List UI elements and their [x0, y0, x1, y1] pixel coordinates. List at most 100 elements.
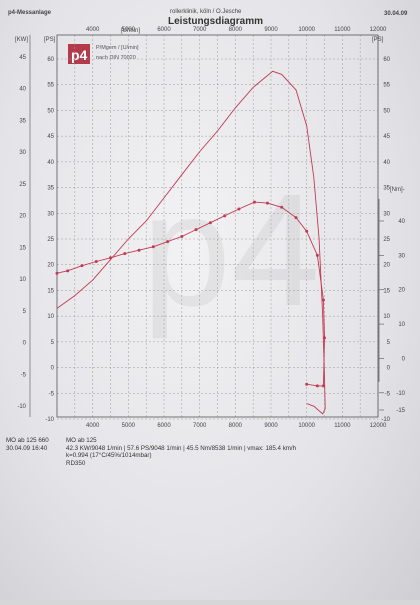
- torque-point: [305, 229, 309, 233]
- rpm-tick-label-top: 10000: [298, 27, 315, 33]
- ps-tick-label-right: 0: [387, 366, 391, 372]
- kw-axis-unit: [KW]: [15, 37, 28, 43]
- ps-tick-label-right: -10: [381, 417, 390, 423]
- torque-point: [321, 298, 325, 302]
- ps-tick-label-left: 60: [47, 57, 54, 63]
- torque-point: [223, 214, 227, 218]
- nm-tick-label: 10: [398, 322, 405, 328]
- ps-tick-label-left: -5: [49, 391, 55, 397]
- torque-point: [55, 271, 59, 275]
- ps-tick-label-left: 10: [47, 314, 54, 320]
- kw-tick-label: 10: [19, 277, 26, 283]
- rpm-tick-label-top: 8000: [229, 27, 243, 33]
- ps-tick-label-right: 30: [383, 211, 390, 217]
- torque-point: [315, 253, 319, 257]
- series-line-p: [56, 70, 326, 415]
- ps-tick-label-right: 20: [383, 263, 390, 269]
- ps-tick-label-left: 35: [47, 186, 54, 192]
- header-date: 30.04.09: [384, 11, 408, 17]
- nm-tick-label: -10: [396, 391, 405, 397]
- rpm-tick-label-top: 11000: [334, 27, 351, 33]
- torque-point: [151, 245, 155, 249]
- footer-line1: 42.3 KW/9048 1/min | 57.6 PS/9048 1/min …: [66, 444, 297, 452]
- p4-logo-text: p4: [71, 47, 88, 63]
- rpm-tick-label-bottom: 4000: [86, 423, 100, 429]
- rpm-tick-label-top: 4000: [86, 27, 100, 33]
- rpm-tick-label-top: 7000: [193, 27, 207, 33]
- ps-tick-label-right: 5: [387, 340, 391, 346]
- torque-point: [80, 264, 84, 268]
- ps-tick-label-right: 35: [383, 186, 390, 192]
- p4-watermark: p4: [142, 160, 320, 339]
- footer-line3: RD350: [66, 459, 86, 467]
- ps-tick-label-right: 10: [383, 314, 390, 320]
- ps-tick-label-left: 40: [47, 160, 54, 166]
- chart-title: Leistungsdiagramm: [168, 16, 263, 27]
- ps-tick-label-right: 45: [383, 134, 390, 140]
- ps-tick-label-right: -5: [385, 391, 391, 397]
- tick-labels: 4000400050005000600060007000700080008000…: [17, 27, 405, 429]
- ps-tick-label-right: 15: [383, 288, 390, 294]
- torque-point: [109, 256, 112, 260]
- rpm-tick-label-top: 5000: [122, 27, 136, 33]
- torque-point: [280, 205, 284, 209]
- ps-tick-label-left: 45: [47, 134, 54, 140]
- ps-tick-label-left: -10: [45, 417, 54, 423]
- torque-point: [137, 248, 141, 252]
- ps-tick-label-left: 25: [47, 237, 54, 243]
- torque-point: [123, 252, 127, 256]
- rpm-tick-label-bottom: 7000: [193, 423, 207, 429]
- rpm-tick-label-bottom: 6000: [157, 423, 171, 429]
- torque-point: [166, 240, 170, 244]
- footer-left-line2: 30.04.09 16:40: [6, 444, 48, 452]
- torque-point: [194, 228, 198, 232]
- footer-left-line1: MO ab 125 660: [6, 437, 49, 444]
- rpm-tick-label-bottom: 12000: [370, 423, 387, 429]
- ps-tick-label-right: 25: [383, 237, 390, 243]
- ps-tick-label-right: 55: [383, 83, 390, 89]
- rpm-tick-label-bottom: 9000: [264, 423, 278, 429]
- ps-tick-label-left: 50: [47, 108, 54, 114]
- ps-tick-label-right: 50: [383, 108, 390, 114]
- nm-tick-label: 0: [402, 356, 406, 362]
- nm-tick-label: 40: [398, 219, 405, 225]
- torque-point: [294, 216, 298, 220]
- rpm-tick-label-top: 6000: [157, 27, 171, 33]
- ps-tick-label-left: 15: [47, 288, 54, 294]
- torque-point: [237, 207, 241, 211]
- kw-tick-label: 30: [19, 150, 26, 156]
- rpm-tick-label-bottom: 8000: [229, 423, 243, 429]
- nm-axis-unit: [Nm]-: [390, 187, 405, 193]
- series-layer: [55, 70, 326, 415]
- footer-title: MO ab 125: [66, 437, 97, 444]
- torque-point: [323, 336, 326, 340]
- grid: [29, 34, 379, 420]
- kw-tick-label: 40: [19, 87, 26, 93]
- torque-point: [321, 384, 325, 388]
- footer-line2: k=0.994 (17°C/45%/1014mbar): [66, 452, 152, 460]
- legend-line1: P/Mgem / [U/min]: [96, 45, 139, 51]
- kw-tick-label: 15: [19, 245, 26, 251]
- rpm-tick-label-bottom: 11000: [334, 423, 351, 429]
- torque-point: [180, 234, 184, 238]
- kw-tick-label: 25: [19, 182, 26, 188]
- torque-point: [253, 200, 257, 204]
- ps-tick-label-left: 55: [47, 83, 54, 89]
- rpm-tick-label-top: 12000: [370, 27, 387, 33]
- ps-axis-unit-left: [PS]: [44, 37, 56, 43]
- nm-tick-label: 30: [398, 253, 405, 259]
- ps-tick-label-left: 30: [47, 211, 54, 217]
- torque-point: [208, 221, 212, 225]
- rpm-tick-label-top: 9000: [264, 27, 278, 33]
- torque-point: [305, 382, 309, 386]
- kw-tick-label: 5: [23, 309, 27, 315]
- kw-tick-label: 20: [19, 214, 26, 220]
- torque-point: [66, 269, 70, 273]
- rpm-axis-unit: [U/min]: [121, 28, 140, 34]
- ps-tick-label-right: 40: [383, 160, 390, 166]
- header-center: rollerklinik, köln / O.Jesche: [170, 9, 242, 15]
- plot-frame: [56, 34, 379, 418]
- torque-point: [315, 384, 319, 388]
- kw-tick-label: -10: [17, 404, 26, 410]
